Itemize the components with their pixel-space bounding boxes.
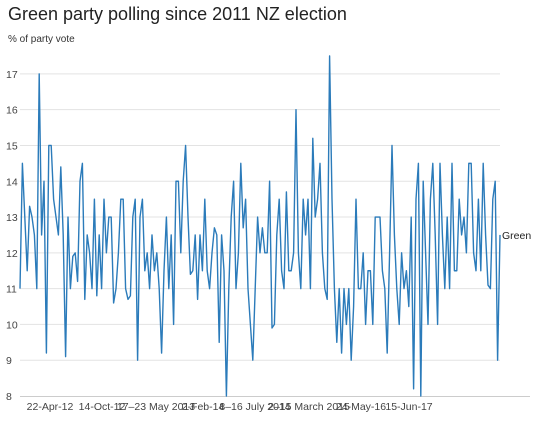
x-tick-label: 22-Apr-12 — [27, 401, 74, 413]
y-tick-label: 13 — [6, 212, 18, 224]
series-label: Green — [502, 230, 531, 242]
x-tick-label: 15-Jun-17 — [385, 401, 432, 413]
y-tick-label: 14 — [6, 176, 18, 188]
x-tick-label: 8–16 July 2014 — [219, 401, 290, 413]
chart-title: Green party polling since 2011 NZ electi… — [8, 4, 347, 24]
x-tick-label: 2-Feb-14 — [182, 401, 225, 413]
y-axis: 8 9 10 11 12 13 14 15 16 17 — [6, 69, 18, 403]
y-tick-label: 10 — [6, 319, 18, 331]
x-tick-label: 17–23 May 2013 — [117, 401, 195, 413]
y-tick-label: 11 — [6, 284, 17, 296]
series-group: Green — [19, 55, 531, 397]
y-tick-label: 9 — [6, 355, 12, 367]
x-tick-label: 24-May-16 — [336, 401, 386, 413]
x-tick-label: 2–15 March 2015 — [268, 401, 350, 413]
y-tick-label: 15 — [6, 140, 18, 152]
chart-subtitle: % of party vote — [8, 34, 75, 45]
x-tick-label: 14-Oct-12 — [79, 401, 126, 413]
y-tick-label: 16 — [6, 105, 18, 117]
y-tick-label: 8 — [6, 391, 12, 403]
y-tick-label: 17 — [6, 69, 18, 81]
y-tick-label: 12 — [6, 248, 18, 260]
series-line-green — [19, 55, 501, 397]
